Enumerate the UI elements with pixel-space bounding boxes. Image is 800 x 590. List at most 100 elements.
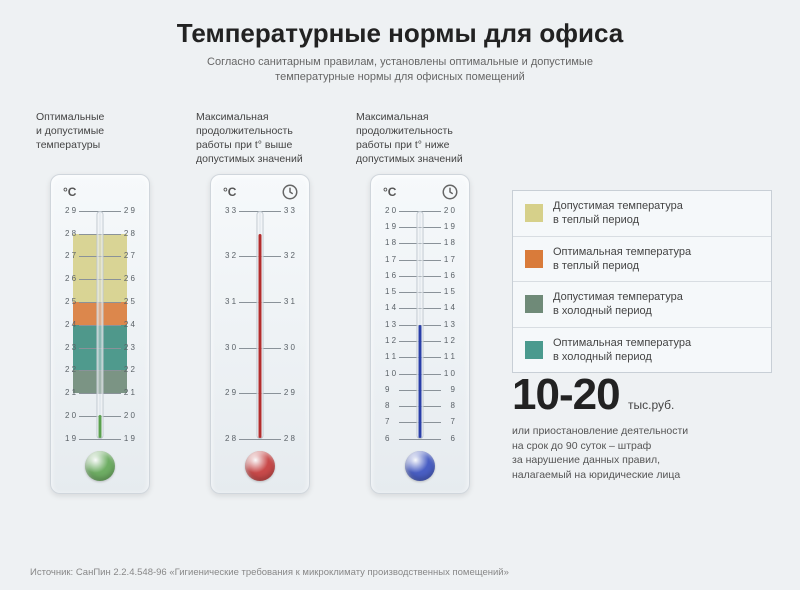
tick: 66: [399, 439, 441, 440]
tick-label-right: 2 8: [284, 434, 295, 443]
tick-label-right: 3 1: [284, 297, 295, 306]
thermometer-1: Максимальнаяпродолжительностьработы при …: [190, 110, 330, 494]
tick-label-right: 8: [451, 401, 455, 410]
tick-label-left: 1 0: [385, 369, 396, 378]
tick-label-left: 1 7: [385, 255, 396, 264]
legend-row: Допустимая температурав холодный период: [513, 282, 771, 328]
penalty-block: 10-20 тыс.руб. или приостановление деяте…: [512, 370, 772, 483]
clock-icon: [441, 183, 459, 201]
tick-label-left: 2 0: [65, 411, 76, 420]
tick-label-left: 3 0: [225, 343, 236, 352]
tick-label-left: 2 8: [65, 229, 76, 238]
tick-label-left: 2 3: [65, 343, 76, 352]
thermometer-bulb: [245, 451, 275, 481]
tick-label-right: 2 6: [124, 274, 135, 283]
tick-label-right: 3 0: [284, 343, 295, 352]
thermometer-fluid: [419, 325, 422, 438]
tick-label-right: 3 2: [284, 251, 295, 260]
tick-label-right: 1 0: [444, 369, 455, 378]
tick-label-left: 2 2: [65, 365, 76, 374]
tick-label-right: 1 1: [444, 352, 455, 361]
legend-swatch: [525, 341, 543, 359]
tick-label-right: 2 0: [444, 206, 455, 215]
tick-label-left: 7: [385, 417, 389, 426]
legend-row: Оптимальная температурав теплый период: [513, 237, 771, 283]
tick-label-right: 7: [451, 417, 455, 426]
legend-row: Допустимая температурав теплый период: [513, 191, 771, 237]
tick-label-left: 1 2: [385, 336, 396, 345]
tick-label-right: 1 4: [444, 303, 455, 312]
clock-icon: [281, 183, 299, 201]
tick-label-right: 2 0: [124, 411, 135, 420]
legend-swatch: [525, 204, 543, 222]
thermometer-body: °C2 82 82 92 93 03 03 13 13 23 23 33 3: [210, 174, 310, 494]
tick-label-left: 3 1: [225, 297, 236, 306]
penalty-number: 10-20: [512, 370, 620, 419]
thermometer-scale: 1 91 92 02 02 12 12 22 22 32 32 42 42 52…: [69, 211, 131, 439]
tick-label-left: 1 1: [385, 352, 396, 361]
thermometer-scale: 667788991 01 01 11 11 21 21 31 31 41 41 …: [389, 211, 451, 439]
thermometer-tube: [257, 211, 264, 439]
tick-label-left: 2 0: [385, 206, 396, 215]
tick-label-right: 2 5: [124, 297, 135, 306]
legend-row: Оптимальная температурав холодный период: [513, 328, 771, 373]
thermometer-bulb: [85, 451, 115, 481]
tick-label-right: 2 2: [124, 365, 135, 374]
thermometer-0: Оптимальныеи допустимыетемпературы °C 1 91…: [30, 110, 170, 494]
tick-label-right: 1 5: [444, 287, 455, 296]
tick-label-left: 9: [385, 385, 389, 394]
tick: 1 91 9: [79, 439, 121, 440]
legend-swatch: [525, 250, 543, 268]
thermometer-tube: [417, 211, 424, 439]
page-title: Температурные нормы для офиса: [20, 18, 780, 49]
tick: 2 82 8: [239, 439, 281, 440]
tick-label-right: 1 9: [444, 222, 455, 231]
tick-label-right: 2 9: [124, 206, 135, 215]
tick-label-right: 1 8: [444, 238, 455, 247]
tick-label-left: 1 6: [385, 271, 396, 280]
legend-text: Оптимальная температурав холодный период: [553, 336, 691, 365]
tick-label-left: 1 8: [385, 238, 396, 247]
tick-label-left: 2 1: [65, 388, 76, 397]
celsius-label: °C: [63, 185, 76, 199]
tick-label-left: 1 9: [385, 222, 396, 231]
legend-text: Оптимальная температурав теплый период: [553, 245, 691, 274]
tick-label-left: 2 4: [65, 320, 76, 329]
source-text: Источник: СанПин 2.2.4.548-96 «Гигиениче…: [30, 567, 509, 578]
thermometer-tube: [97, 211, 104, 439]
tick-label-left: 1 9: [65, 434, 76, 443]
tick-label-right: 1 3: [444, 320, 455, 329]
legend-text: Допустимая температурав холодный период: [553, 290, 683, 319]
thermometer-scale: 2 82 82 92 93 03 03 13 13 23 23 33 3: [229, 211, 291, 439]
celsius-label: °C: [383, 185, 396, 199]
tick-label-left: 2 8: [225, 434, 236, 443]
tick-label-left: 2 6: [65, 274, 76, 283]
tick-label-right: 2 4: [124, 320, 135, 329]
thermometer-label: Оптимальныеи допустимыетемпературы: [30, 110, 170, 170]
thermometer-bulb: [405, 451, 435, 481]
tick-label-right: 9: [451, 385, 455, 394]
tick-label-left: 3 3: [225, 206, 236, 215]
thermometer-fluid: [259, 234, 262, 437]
penalty-unit: тыс.руб.: [628, 398, 674, 412]
thermometer-label: Максимальнаяпродолжительностьработы при …: [190, 110, 330, 170]
penalty-desc: или приостановление деятельностина срок …: [512, 424, 772, 483]
tick-label-left: 2 9: [65, 206, 76, 215]
page-subtitle: Согласно санитарным правилам, установлен…: [20, 55, 780, 86]
legend-swatch: [525, 295, 543, 313]
tick-label-right: 2 3: [124, 343, 135, 352]
tick-label-right: 2 1: [124, 388, 135, 397]
thermometer-fluid: [99, 415, 102, 438]
tick-label-left: 2 9: [225, 388, 236, 397]
tick-label-right: 1 2: [444, 336, 455, 345]
tick-label-right: 1 7: [444, 255, 455, 264]
tick-label-right: 3 3: [284, 206, 295, 215]
tick-label-right: 2 9: [284, 388, 295, 397]
tick-label-left: 2 5: [65, 297, 76, 306]
thermometer-body: °C 667788991 01 01 11 11 21 21 31 31 41 4…: [370, 174, 470, 494]
tick-label-left: 3 2: [225, 251, 236, 260]
tick-label-right: 2 8: [124, 229, 135, 238]
tick-label-right: 2 7: [124, 251, 135, 260]
thermometer-body: °C1 91 92 02 02 12 12 22 22 32 32 42 42 …: [50, 174, 150, 494]
tick-label-left: 1 4: [385, 303, 396, 312]
